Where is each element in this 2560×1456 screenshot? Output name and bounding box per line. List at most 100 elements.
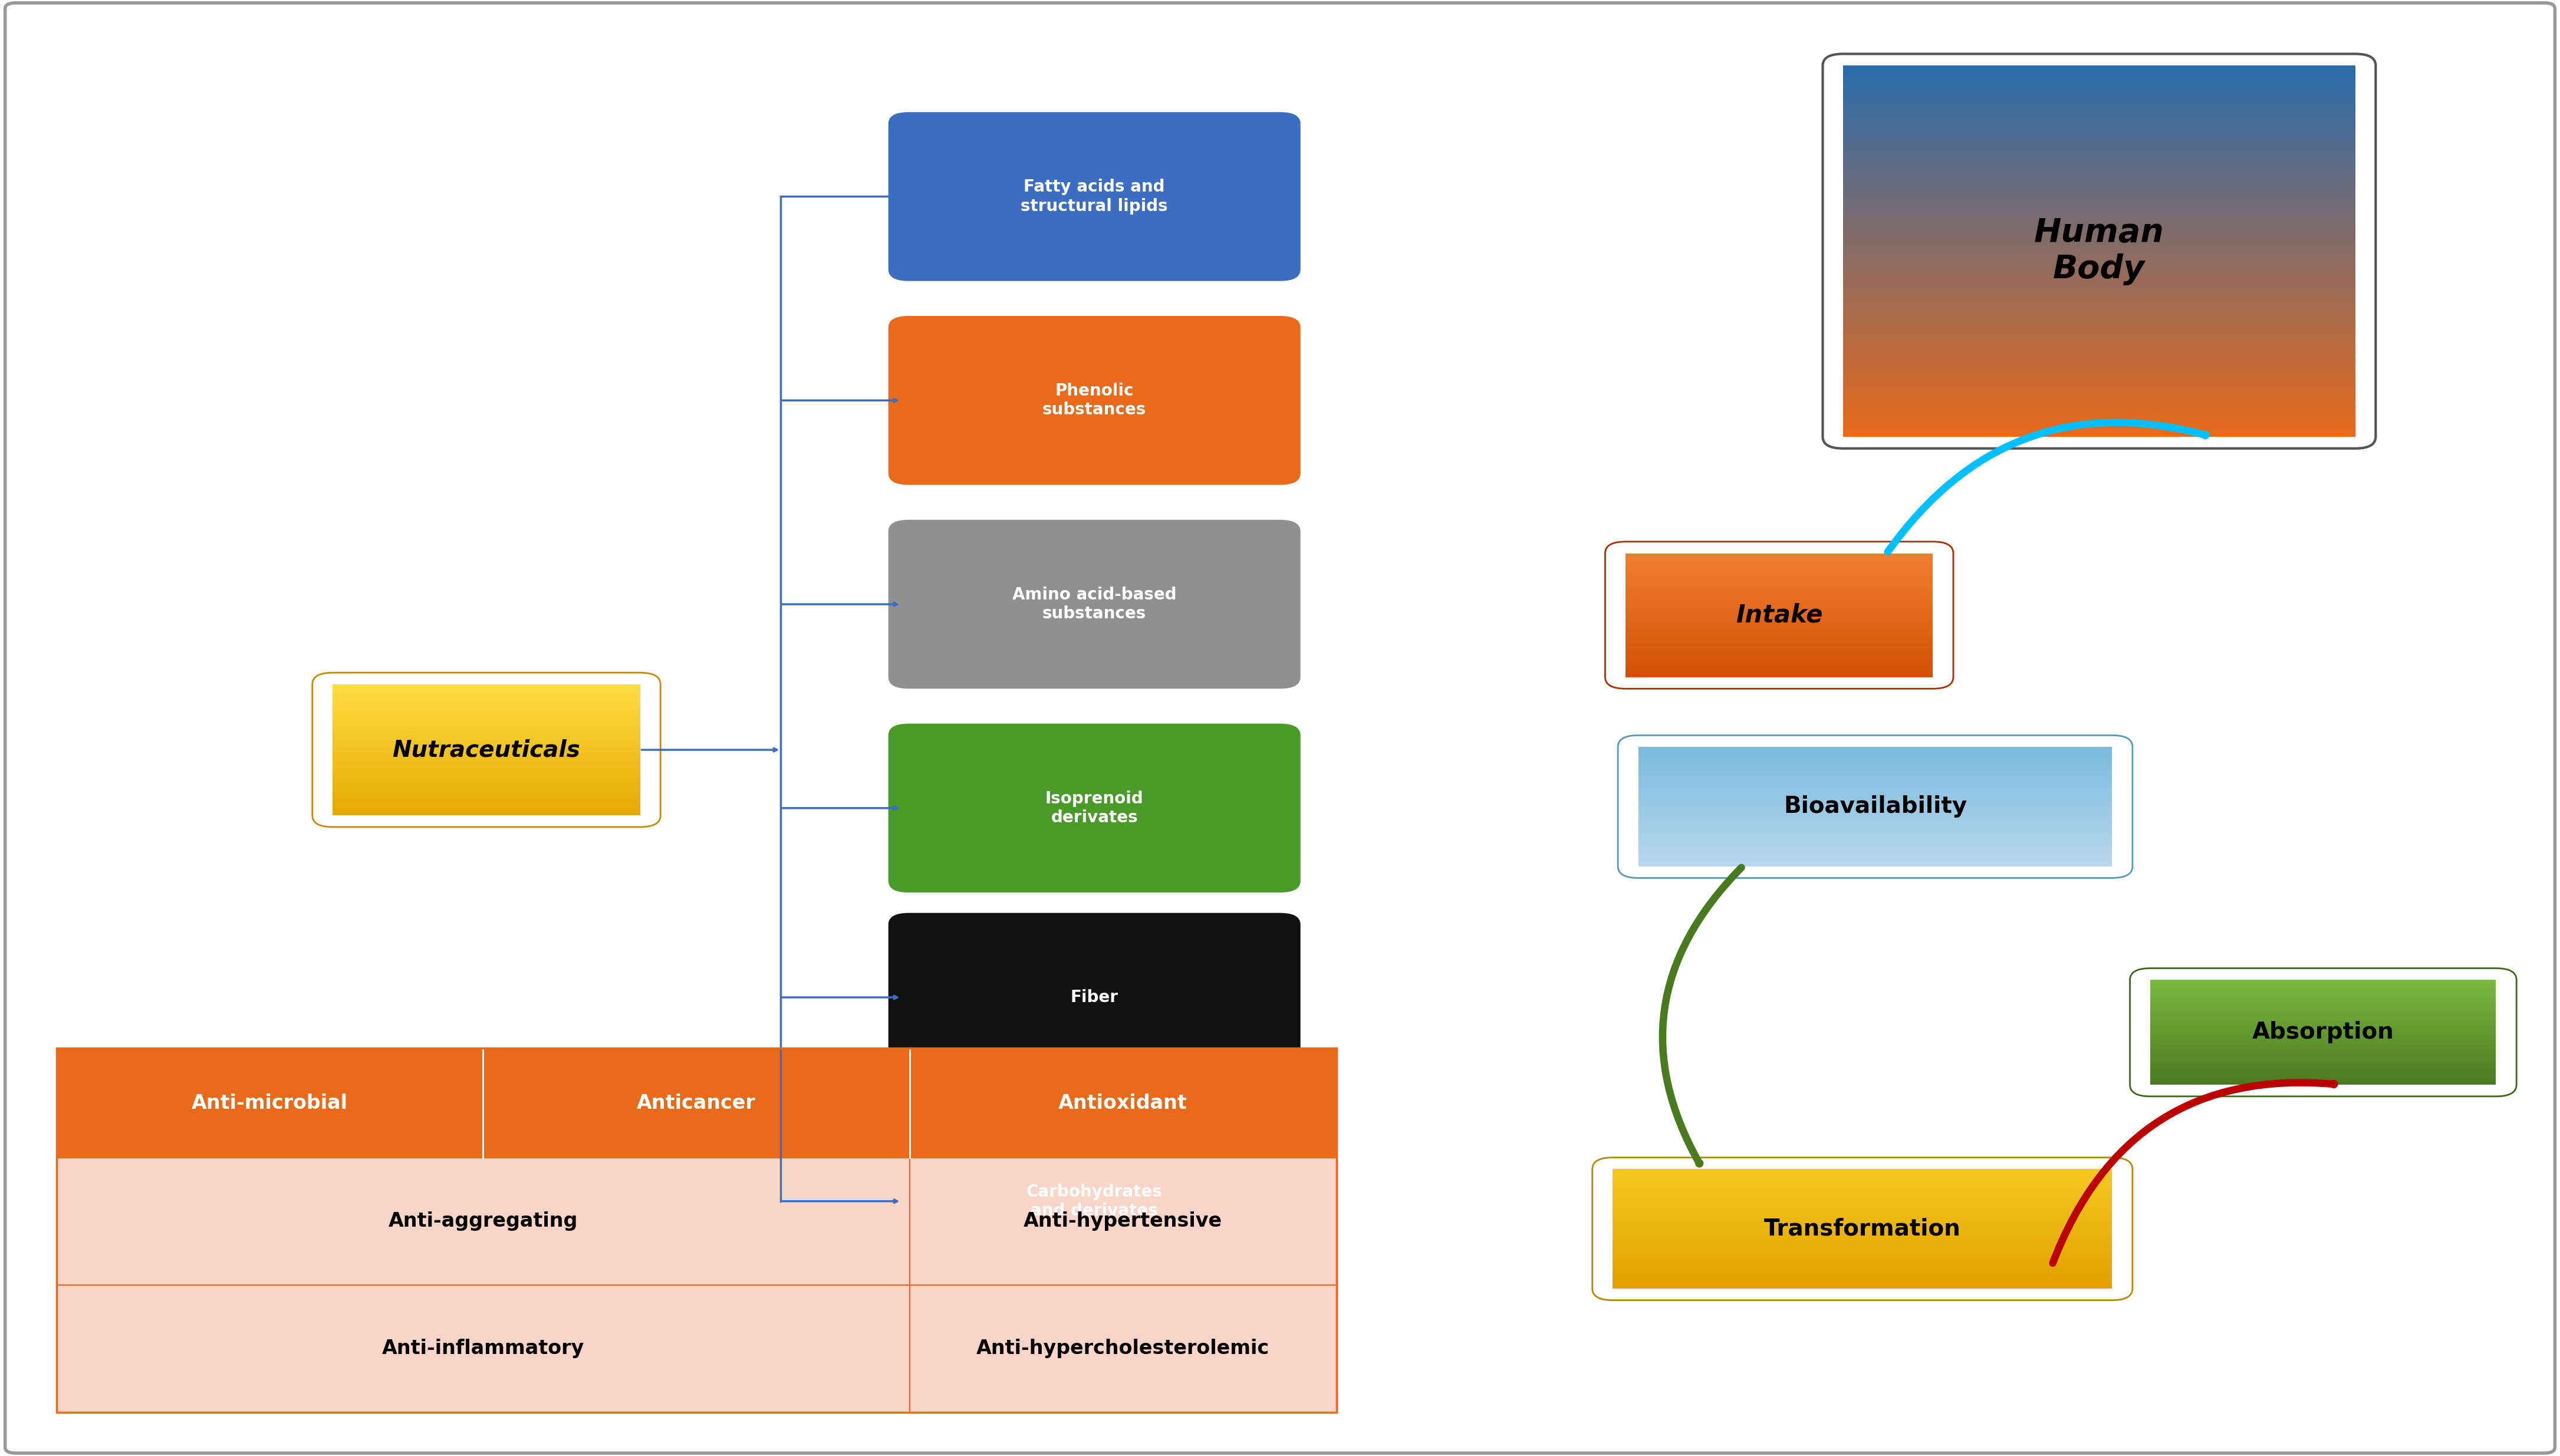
- Bar: [1843, 341, 2355, 342]
- Bar: [1843, 248, 2355, 249]
- Bar: [1843, 195, 2355, 198]
- Bar: [1843, 338, 2355, 341]
- Bar: [1843, 435, 2355, 437]
- Bar: [1843, 141, 2355, 144]
- Bar: [1843, 256, 2355, 259]
- Bar: [1843, 121, 2355, 124]
- Bar: [1843, 214, 2355, 215]
- Bar: [1843, 250, 2355, 253]
- Bar: [1843, 272, 2355, 274]
- Bar: [1843, 73, 2355, 74]
- Bar: [1843, 347, 2355, 348]
- Bar: [1843, 358, 2355, 361]
- Bar: [1843, 304, 2355, 307]
- Bar: [1843, 395, 2355, 396]
- Bar: [1843, 336, 2355, 338]
- Bar: [1843, 100, 2355, 103]
- Bar: [1843, 194, 2355, 195]
- Bar: [1843, 368, 2355, 370]
- Bar: [1843, 93, 2355, 95]
- Bar: [1843, 425, 2355, 428]
- Bar: [1843, 70, 2355, 71]
- Bar: [1843, 138, 2355, 140]
- Bar: [1843, 151, 2355, 153]
- Bar: [1843, 288, 2355, 290]
- Bar: [1843, 140, 2355, 141]
- FancyBboxPatch shape: [888, 112, 1300, 281]
- Bar: [1843, 201, 2355, 202]
- Bar: [1843, 261, 2355, 262]
- Bar: [1843, 431, 2355, 432]
- Bar: [1843, 92, 2355, 93]
- Bar: [1843, 275, 2355, 277]
- Bar: [1843, 418, 2355, 421]
- Bar: [1843, 223, 2355, 226]
- Bar: [1843, 218, 2355, 220]
- Bar: [56, 1158, 909, 1284]
- Bar: [1843, 290, 2355, 293]
- Bar: [1843, 310, 2355, 313]
- Bar: [1843, 112, 2355, 114]
- Bar: [1843, 342, 2355, 344]
- Bar: [1843, 363, 2355, 364]
- Text: Fatty acids and
structural lipids: Fatty acids and structural lipids: [1021, 179, 1167, 214]
- Bar: [1843, 186, 2355, 188]
- Bar: [1843, 119, 2355, 121]
- Bar: [1843, 86, 2355, 87]
- Bar: [1843, 349, 2355, 351]
- Bar: [1843, 323, 2355, 326]
- Bar: [1843, 87, 2355, 90]
- Bar: [1843, 297, 2355, 300]
- Bar: [1843, 159, 2355, 160]
- Bar: [1843, 411, 2355, 412]
- Bar: [1843, 392, 2355, 395]
- Bar: [1843, 240, 2355, 242]
- Bar: [1843, 307, 2355, 309]
- Bar: [1843, 383, 2355, 384]
- Bar: [1843, 115, 2355, 118]
- Bar: [1843, 351, 2355, 354]
- Bar: [1843, 370, 2355, 371]
- Bar: [1843, 377, 2355, 379]
- Bar: [1843, 105, 2355, 106]
- Bar: [1843, 134, 2355, 135]
- Bar: [1843, 230, 2355, 233]
- Bar: [1843, 246, 2355, 248]
- Bar: [1843, 147, 2355, 149]
- Bar: [1843, 430, 2355, 431]
- Bar: [1843, 316, 2355, 317]
- Bar: [1843, 317, 2355, 320]
- Bar: [1843, 242, 2355, 243]
- Bar: [1843, 335, 2355, 336]
- Bar: [1843, 277, 2355, 280]
- Bar: [1843, 234, 2355, 236]
- Bar: [1843, 328, 2355, 329]
- Bar: [1843, 264, 2355, 266]
- Bar: [1843, 213, 2355, 214]
- Bar: [1843, 301, 2355, 303]
- Bar: [1843, 66, 2355, 67]
- Bar: [1843, 98, 2355, 99]
- Bar: [1843, 296, 2355, 297]
- Text: Absorption: Absorption: [2253, 1021, 2394, 1044]
- Bar: [1843, 132, 2355, 134]
- Bar: [1843, 90, 2355, 92]
- Bar: [1843, 403, 2355, 405]
- Bar: [1843, 333, 2355, 335]
- Bar: [1843, 162, 2355, 165]
- Bar: [1843, 208, 2355, 210]
- Text: Transformation: Transformation: [1764, 1217, 1961, 1241]
- Bar: [1843, 131, 2355, 132]
- Bar: [1843, 189, 2355, 192]
- Bar: [1843, 266, 2355, 268]
- Bar: [1843, 210, 2355, 213]
- Bar: [1843, 207, 2355, 208]
- Text: Antioxidant: Antioxidant: [1057, 1093, 1188, 1112]
- Bar: [1843, 355, 2355, 357]
- Text: Anti-microbial: Anti-microbial: [192, 1093, 348, 1112]
- Bar: [1843, 396, 2355, 397]
- Bar: [1843, 422, 2355, 424]
- Bar: [1843, 432, 2355, 435]
- Bar: [1843, 233, 2355, 234]
- Bar: [1843, 354, 2355, 355]
